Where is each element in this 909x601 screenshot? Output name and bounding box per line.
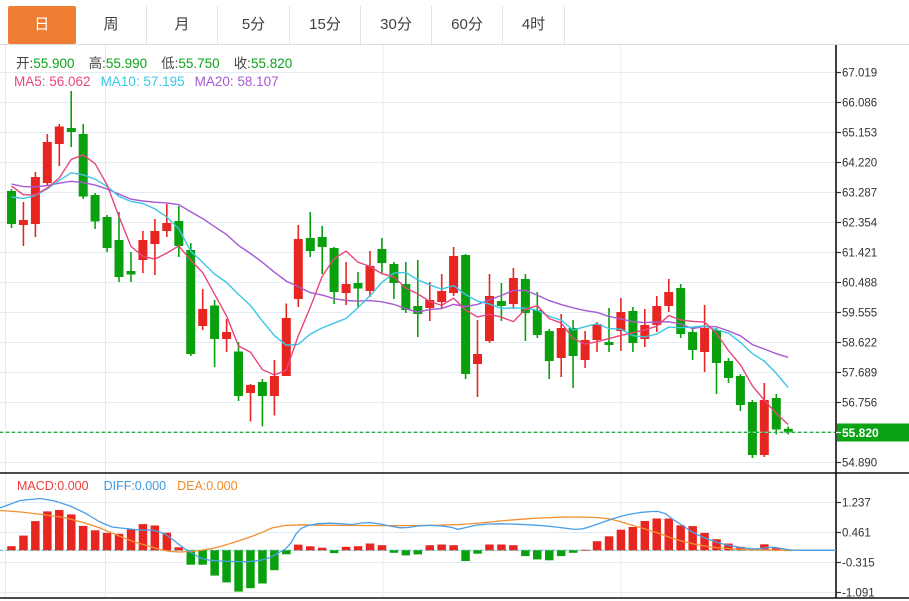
svg-text:1.237: 1.237 — [842, 498, 871, 510]
svg-text:66.086: 66.086 — [842, 98, 877, 110]
svg-text:59.555: 59.555 — [842, 308, 877, 320]
svg-text:55.820: 55.820 — [842, 426, 879, 440]
svg-text:63.287: 63.287 — [842, 188, 877, 200]
svg-text:-1.091: -1.091 — [842, 588, 875, 600]
svg-text:61.421: 61.421 — [842, 248, 877, 260]
svg-text:54.890: 54.890 — [842, 458, 877, 470]
svg-text:65.153: 65.153 — [842, 128, 877, 140]
svg-text:58.622: 58.622 — [842, 338, 877, 350]
svg-text:0.461: 0.461 — [842, 528, 871, 540]
svg-text:67.019: 67.019 — [842, 68, 877, 80]
svg-text:64.220: 64.220 — [842, 158, 877, 170]
svg-text:-0.315: -0.315 — [842, 558, 875, 570]
svg-text:57.689: 57.689 — [842, 368, 877, 380]
svg-text:60.488: 60.488 — [842, 278, 877, 290]
svg-text:62.354: 62.354 — [842, 218, 878, 230]
svg-text:56.756: 56.756 — [842, 398, 877, 410]
